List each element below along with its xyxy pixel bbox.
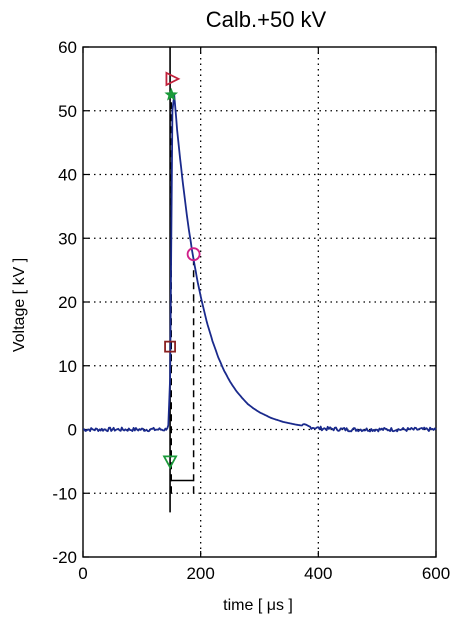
x-axis-label: time [ μs ] — [223, 597, 293, 614]
marker-triangle-right-0 — [165, 71, 181, 87]
x-tick-label-1: 200 — [186, 564, 214, 583]
x-tick-label-2: 400 — [304, 564, 332, 583]
marker-star-1 — [164, 87, 179, 101]
y-tick-label-3: 10 — [58, 357, 77, 376]
y-tick-label-8: 60 — [58, 38, 77, 57]
x-tick-label-3: 600 — [422, 564, 450, 583]
marker-circle-2 — [186, 247, 201, 262]
y-tick-label-4: 20 — [58, 293, 77, 312]
chart-title: Calb.+50 kV — [206, 7, 327, 32]
y-tick-label-7: 50 — [58, 102, 77, 121]
y-tick-label-0: -20 — [52, 548, 77, 567]
plot-area: 0 200 400 600 -20 -10 0 10 20 30 40 50 60 — [52, 38, 450, 583]
marker-triangle-down-4 — [162, 455, 178, 470]
y-axis-label: Voltage [ kV ] — [11, 258, 28, 352]
y-tick-label-5: 30 — [58, 229, 77, 248]
series-line-0 — [82, 93, 437, 433]
y-tick-label-1: -10 — [52, 484, 77, 503]
marker-square-3 — [164, 340, 176, 353]
x-tick-label-0: 0 — [78, 564, 87, 583]
y-tick-label-2: 0 — [68, 421, 77, 440]
y-tick-label-6: 40 — [58, 166, 77, 185]
